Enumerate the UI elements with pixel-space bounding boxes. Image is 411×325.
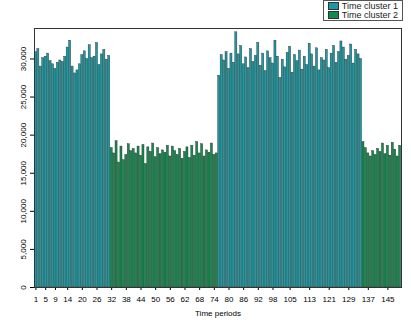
svg-text:20: 20	[78, 295, 87, 304]
svg-text:26: 26	[93, 295, 102, 304]
svg-text:74: 74	[210, 295, 219, 304]
svg-text:38: 38	[122, 295, 131, 304]
svg-text:105: 105	[283, 295, 297, 304]
svg-text:137: 137	[362, 295, 376, 304]
svg-text:Time periods: Time periods	[195, 309, 241, 318]
svg-text:86: 86	[239, 295, 248, 304]
svg-text:80: 80	[225, 295, 234, 304]
svg-text:92: 92	[254, 295, 263, 304]
svg-text:113: 113	[303, 295, 316, 304]
svg-text:129: 129	[342, 295, 356, 304]
svg-text:62: 62	[181, 295, 190, 304]
svg-text:20,000: 20,000	[19, 122, 28, 147]
svg-text:0: 0	[19, 285, 28, 290]
svg-text:5,000: 5,000	[19, 239, 28, 260]
html-text:Time cluster 1: Time cluster 1	[341, 0, 398, 11]
svg-text:25,000: 25,000	[19, 84, 28, 109]
svg-text:14: 14	[63, 295, 72, 304]
svg-text:44: 44	[137, 295, 146, 304]
html-text:Time cluster 2: Time cluster 2	[341, 9, 398, 20]
svg-text:32: 32	[107, 295, 116, 304]
svg-text:9: 9	[53, 295, 58, 304]
svg-text:5: 5	[43, 295, 48, 304]
svg-text:30,000: 30,000	[19, 46, 28, 71]
svg-text:50: 50	[151, 295, 160, 304]
svg-text:1: 1	[34, 295, 39, 304]
svg-text:15,000: 15,000	[19, 160, 28, 185]
svg-text:56: 56	[166, 295, 175, 304]
svg-text:98: 98	[269, 295, 278, 304]
svg-text:10,000: 10,000	[19, 199, 28, 224]
svg-text:145: 145	[381, 295, 395, 304]
svg-text:121: 121	[323, 295, 337, 304]
svg-text:68: 68	[195, 295, 204, 304]
